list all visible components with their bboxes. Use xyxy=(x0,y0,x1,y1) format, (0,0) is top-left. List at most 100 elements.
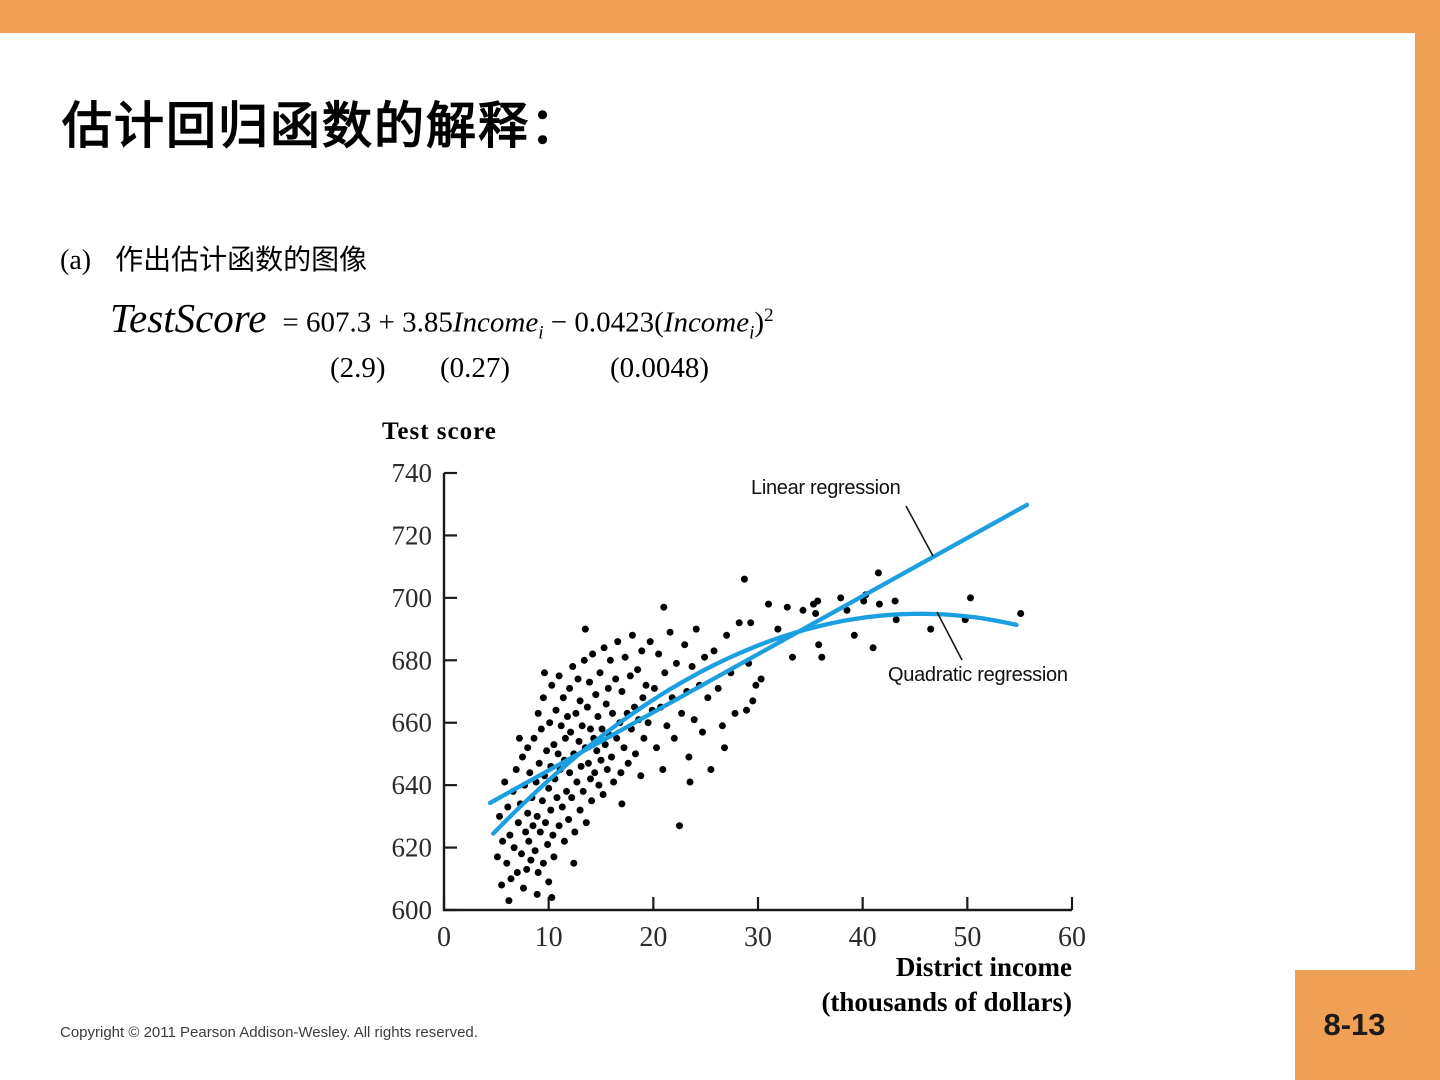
scatter-point xyxy=(707,766,715,773)
scatter-point xyxy=(837,594,845,602)
scatter-point xyxy=(601,741,609,749)
scatter-point xyxy=(534,709,542,717)
scatter-point xyxy=(626,672,634,680)
scatter-point xyxy=(639,694,647,702)
scatter-point xyxy=(501,778,509,786)
regression-equation: TestScore = 607.3 + 3.85Incomei − 0.0423… xyxy=(110,294,774,345)
scatter-point xyxy=(557,722,565,730)
scatter-point xyxy=(563,787,570,795)
scatter-point xyxy=(541,669,548,677)
x-tick-label: 20 xyxy=(639,922,667,953)
y-tick-label: 680 xyxy=(392,645,433,675)
top-accent-bar xyxy=(0,0,1440,33)
scatter-point xyxy=(624,759,632,767)
scatter-point xyxy=(566,769,574,777)
scatter-point xyxy=(927,625,935,633)
scatter-point xyxy=(718,722,726,730)
slide-title: 估计回归函数的解释： xyxy=(62,97,582,155)
scatter-point xyxy=(515,734,523,742)
equation-var2: Income xyxy=(663,307,750,339)
y-tick-label: 700 xyxy=(392,583,433,613)
scatter-point xyxy=(504,803,512,811)
scatter-point xyxy=(752,681,760,689)
scatter-point xyxy=(573,778,581,786)
equation-mid: − 0.0423( xyxy=(543,307,664,339)
scatter-point xyxy=(545,878,553,886)
equation-lhs: TestScore xyxy=(110,295,267,341)
scatter-point xyxy=(549,831,557,839)
scatter-point xyxy=(815,641,823,649)
scatter-point xyxy=(699,728,706,736)
x-tick-label: 40 xyxy=(849,922,877,953)
scatter-point xyxy=(506,831,514,839)
scatter-point xyxy=(610,778,618,786)
scatter-point xyxy=(692,625,700,633)
y-tick-label: 640 xyxy=(392,770,433,800)
scatter-point xyxy=(567,728,575,736)
equation-superscript: 2 xyxy=(764,305,774,327)
scatter-point xyxy=(594,713,602,720)
scatter-point xyxy=(523,865,531,873)
scatter-point xyxy=(714,684,722,692)
scatter-point xyxy=(600,644,608,652)
scatter-point xyxy=(612,675,620,683)
scatter-point xyxy=(520,884,527,892)
scatter-point xyxy=(650,684,658,692)
scatter-point xyxy=(548,681,556,689)
scatter-point xyxy=(892,616,900,624)
list-item-a: (a) 作出估计函数的图像 xyxy=(60,238,367,278)
scatter-point xyxy=(526,769,534,777)
scatter-point xyxy=(598,725,606,733)
equation-rhs-pre: = 607.3 + 3.85 xyxy=(282,307,453,339)
scatter-point xyxy=(874,569,882,577)
x-tick-label: 30 xyxy=(744,922,772,953)
std-error-1: (2.9) xyxy=(330,352,386,384)
scatter-point xyxy=(519,753,526,761)
scatter-point xyxy=(681,641,689,649)
scatter-point xyxy=(564,713,571,720)
scatter-point xyxy=(546,719,554,727)
scatter-point xyxy=(580,656,588,664)
scatter-point xyxy=(538,797,546,805)
scatter-point xyxy=(510,844,518,852)
scatter-point xyxy=(578,722,586,730)
scatter-point xyxy=(603,766,611,773)
scatter-point xyxy=(614,638,622,646)
scatter-point xyxy=(581,625,589,633)
scatter-point xyxy=(701,653,709,661)
scatter-point xyxy=(628,631,636,639)
scatter-point xyxy=(869,644,877,652)
scatter-point xyxy=(634,666,642,674)
scatter-point xyxy=(560,837,568,845)
scatter-point xyxy=(632,750,639,758)
scatter-point xyxy=(646,638,654,646)
scatter-point xyxy=(586,678,593,686)
x-tick-label: 10 xyxy=(535,922,563,953)
item-a-text: 作出估计函数的图像 xyxy=(115,243,368,276)
scatter-point xyxy=(731,709,739,717)
scatter-point xyxy=(539,694,547,702)
scatter-point xyxy=(550,741,558,749)
scatter-point xyxy=(661,669,669,677)
scatter-point xyxy=(617,769,625,777)
scatter-point xyxy=(530,734,538,742)
std-error-3: (0.0048) xyxy=(610,352,710,384)
scatter-point xyxy=(507,875,515,883)
page-number: 8-13 xyxy=(1323,1007,1386,1042)
scatter-point xyxy=(535,759,543,767)
scatter-point xyxy=(593,747,601,755)
scatter-point xyxy=(613,734,621,742)
scatter-point xyxy=(547,806,555,814)
right-accent-strip xyxy=(1415,0,1440,1080)
scatter-point xyxy=(765,600,772,608)
scatter-point xyxy=(575,737,583,745)
scatter-point xyxy=(534,869,542,876)
scatter-point xyxy=(559,694,567,702)
scatter-point xyxy=(576,806,584,814)
scatter-point xyxy=(544,841,552,848)
scatter-point xyxy=(620,744,628,752)
scatter-point xyxy=(574,675,582,683)
scatter-point xyxy=(660,603,668,611)
x-tick-label: 0 xyxy=(437,922,451,953)
scatter-point xyxy=(653,744,660,752)
